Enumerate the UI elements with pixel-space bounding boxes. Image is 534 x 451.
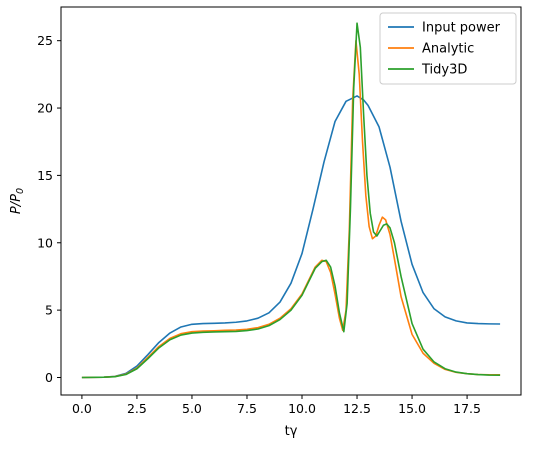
x-tick-label: 7.5 [237,401,257,416]
legend-box [379,12,517,85]
x-tick-label: 5.0 [182,401,202,416]
x-tick-label: 12.5 [343,401,371,416]
legend-label-1: Analytic [422,42,474,57]
x-tick-label: 15.0 [398,401,426,416]
y-axis-label: P/P0 [9,188,26,214]
y-axis-label-subscript: 0 [15,188,26,194]
x-tick-label: 2.5 [127,401,147,416]
x-axis-label: tγ [285,424,298,439]
y-tick-label: 20 [37,101,53,116]
y-tick-label: 10 [37,235,53,250]
y-tick-label: 0 [45,370,53,385]
series-line-2 [81,22,501,379]
x-tick-label: 10.0 [288,401,316,416]
x-axis: 0.0 2.5 5.0 7.5 10.0 12.5 15.0 17.5 [72,395,481,416]
series-line-0 [81,95,501,379]
y-axis-label-main: P/P [9,194,24,214]
legend-label-2: Tidy3D [421,63,467,78]
axes-frame [60,6,522,396]
y-tick-label: 15 [37,168,53,183]
x-tick-label: 0.0 [72,401,92,416]
plot-series-group [81,22,501,379]
y-tick-label: 25 [37,33,53,48]
legend: Input power Analytic Tidy3D [379,12,517,85]
legend-label-0: Input power [422,21,501,36]
series-line-1 [81,39,501,379]
x-tick-label: 17.5 [453,401,481,416]
y-tick-label: 5 [45,303,53,318]
y-axis: 0 5 10 15 20 25 [37,33,61,385]
